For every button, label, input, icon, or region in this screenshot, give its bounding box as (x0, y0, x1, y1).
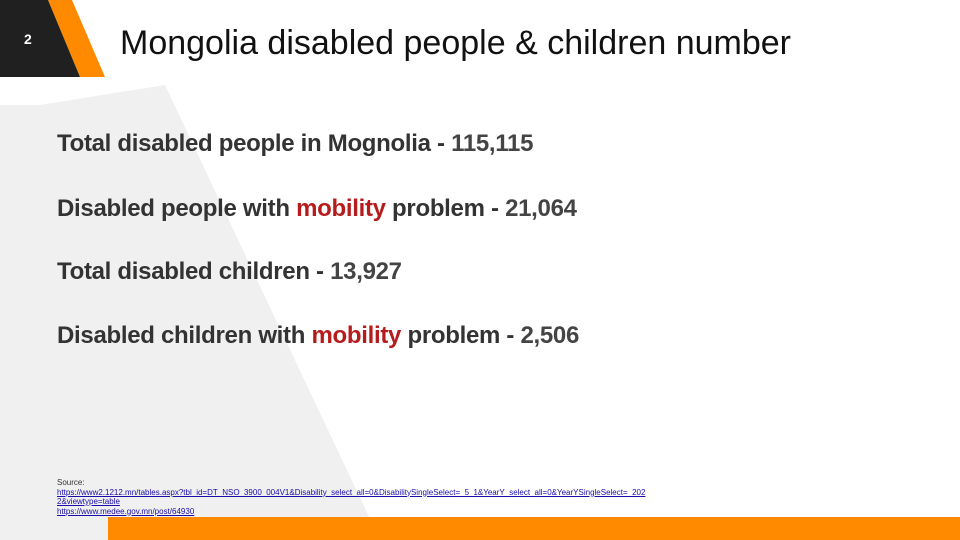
stat-label-pre: Disabled people with (57, 195, 297, 222)
source-link-nso-continued[interactable]: 2&viewtype=table (57, 497, 120, 506)
orange-corner-stripe (48, 0, 105, 77)
stat-mobility-people: Disabled people with mobility problem - … (57, 195, 577, 223)
source-block: Source: https://www2.1212.mn/tables.aspx… (57, 478, 645, 516)
orange-bottom-bar (108, 517, 960, 540)
stat-mobility-children: Disabled children with mobility problem … (57, 322, 579, 350)
stat-label-post: problem - (385, 195, 506, 222)
stat-value: 21,064 (505, 195, 577, 222)
stat-total-disabled-people: Total disabled people in Mognolia - 115,… (57, 130, 533, 158)
slide-title: Mongolia disabled people & children numb… (120, 24, 791, 62)
stat-value: 13,927 (330, 258, 402, 285)
stat-label-pre: Disabled children with (57, 322, 312, 349)
dark-corner-block (0, 0, 80, 77)
highlight-word: mobility (296, 195, 386, 222)
source-link-medee[interactable]: https://www.medee.gov.mn/post/64930 (57, 506, 195, 516)
page-number: 2 (24, 31, 32, 47)
gray-diagonal-shape (0, 85, 380, 540)
source-label: Source: (57, 478, 85, 487)
highlight-word: mobility (311, 322, 402, 349)
stat-total-disabled-children: Total disabled children - 13,927 (57, 258, 402, 286)
stat-label-post: problem - (401, 322, 521, 349)
stat-value: 115,115 (451, 130, 534, 157)
stat-value: 2,506 (520, 322, 580, 349)
source-link-nso[interactable]: https://www2.1212.mn/tables.aspx?tbl_id=… (57, 487, 646, 497)
stat-label: Total disabled children - (57, 258, 331, 285)
stat-label: Total disabled people in Mognolia - (57, 130, 452, 157)
